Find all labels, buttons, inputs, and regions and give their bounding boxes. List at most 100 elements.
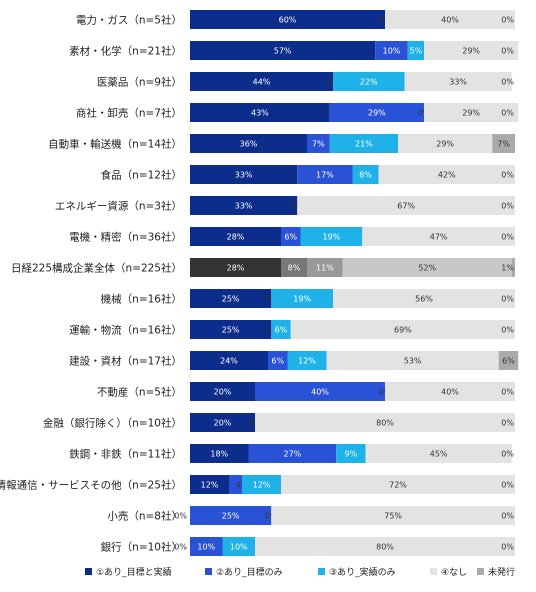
data-label: 0% bbox=[501, 16, 514, 25]
data-label: 6% bbox=[284, 233, 297, 242]
data-label: 6% bbox=[275, 326, 288, 335]
category-label: 銀行（n=10社） bbox=[101, 541, 182, 554]
data-label: 29% bbox=[436, 140, 454, 149]
legend-label: ④なし bbox=[441, 567, 467, 578]
bar-segment bbox=[268, 351, 288, 370]
data-label: 0% bbox=[501, 295, 514, 304]
data-label: 25% bbox=[222, 295, 240, 304]
bar-segment bbox=[297, 196, 515, 215]
legend-label: ③あり_実績のみ bbox=[329, 566, 396, 578]
bar-segment bbox=[190, 41, 376, 60]
category-label: 電力・ガス（n=5社） bbox=[76, 14, 182, 27]
legend-swatch bbox=[477, 568, 484, 575]
data-label: 0% bbox=[174, 543, 187, 552]
category-label: 機械（n=16社） bbox=[101, 293, 182, 306]
data-label: 29% bbox=[462, 109, 480, 118]
legend-swatch bbox=[85, 568, 92, 575]
bar-segment bbox=[333, 289, 515, 308]
bar-segment bbox=[190, 103, 330, 122]
data-label: 8% bbox=[359, 171, 372, 180]
bar-segment bbox=[281, 227, 301, 246]
legend-swatch bbox=[430, 568, 437, 575]
bars-group: 電力・ガス（n=5社） 60% 0% 0% 40% 0% 素材・化学（n=21社） 57% 10… bbox=[0, 10, 519, 556]
data-label: 33% bbox=[449, 78, 467, 87]
data-label: 20% bbox=[214, 419, 232, 428]
data-label: 57% bbox=[274, 47, 292, 56]
data-label: 60% bbox=[279, 16, 297, 25]
category-label: 日経225構成企業全体（n=225社） bbox=[11, 262, 182, 275]
data-label: 0% bbox=[501, 543, 514, 552]
data-label: 0% bbox=[501, 388, 514, 397]
bar-segment bbox=[290, 320, 515, 339]
data-label: 27% bbox=[283, 450, 301, 459]
data-label: 6% bbox=[271, 357, 284, 366]
legend: ①あり_目標と実績 ②あり_目標のみ ③あり_実績のみ ④なし 未発行 bbox=[85, 566, 515, 578]
data-label: 12% bbox=[201, 481, 219, 490]
bar-segment bbox=[255, 382, 385, 401]
bar-segment bbox=[375, 41, 408, 60]
data-label: 0% bbox=[501, 481, 514, 490]
bar-segment bbox=[281, 475, 515, 494]
category-label: 食品（n=12社） bbox=[101, 169, 182, 182]
data-label: 7% bbox=[497, 140, 510, 149]
bar-segment bbox=[329, 134, 398, 153]
bar-segment bbox=[378, 165, 515, 184]
bar-segment bbox=[424, 41, 519, 60]
category-label: 金融（銀行除く）（n=10社） bbox=[43, 417, 182, 430]
bar-segment bbox=[190, 382, 255, 401]
data-label: 45% bbox=[430, 450, 448, 459]
category-label: 小売（n=8社） bbox=[107, 510, 182, 523]
bar-segment bbox=[498, 351, 519, 370]
bar-segment bbox=[297, 165, 353, 184]
data-label: 12% bbox=[298, 357, 316, 366]
bar-segment bbox=[190, 10, 385, 29]
data-label: 6% bbox=[502, 357, 515, 366]
data-label: 29% bbox=[462, 47, 480, 56]
data-label: 40% bbox=[441, 16, 459, 25]
data-label: 10% bbox=[230, 543, 248, 552]
bar-segment bbox=[190, 413, 255, 432]
category-label: エネルギー資源（n=3社） bbox=[55, 200, 182, 213]
data-label: 10% bbox=[197, 543, 215, 552]
bar-segment bbox=[190, 196, 298, 215]
data-label: 17% bbox=[316, 171, 334, 180]
data-label: 29% bbox=[368, 109, 386, 118]
category-label: 不動産（n=5社） bbox=[97, 386, 182, 399]
data-label: 0% bbox=[501, 450, 514, 459]
bar-segment bbox=[255, 537, 515, 556]
data-label: 72% bbox=[389, 481, 407, 490]
bar-segment bbox=[190, 289, 272, 308]
data-label: 0% bbox=[501, 78, 514, 87]
data-label: 19% bbox=[293, 295, 311, 304]
bar-segment bbox=[190, 506, 272, 525]
bar-segment bbox=[362, 227, 515, 246]
category-label: 商社・卸売（n=7社） bbox=[76, 107, 182, 120]
data-label: 18% bbox=[210, 450, 228, 459]
data-label: 80% bbox=[376, 543, 394, 552]
data-label: 44% bbox=[253, 78, 271, 87]
bar-segment bbox=[190, 444, 249, 463]
category-label: 鉄鋼・非鉄（n=11社） bbox=[69, 448, 182, 461]
bar-segment bbox=[287, 351, 327, 370]
bar-segment bbox=[190, 227, 281, 246]
bar-segment bbox=[229, 475, 242, 494]
bar-segment bbox=[190, 72, 333, 91]
data-label: 24% bbox=[220, 357, 238, 366]
category-label: 素材・化学（n=21社） bbox=[69, 45, 182, 58]
category-label: 建設・資材（n=17社） bbox=[69, 355, 182, 368]
bar-segment bbox=[333, 72, 405, 91]
data-label: 1% bbox=[501, 264, 514, 273]
data-label: 40% bbox=[311, 388, 329, 397]
bar-segment bbox=[271, 289, 333, 308]
data-label: 21% bbox=[355, 140, 373, 149]
category-label: 運輸・物流（n=16社） bbox=[69, 324, 182, 337]
data-label: 28% bbox=[227, 264, 245, 273]
category-label: 電機・精密（n=36社） bbox=[69, 231, 182, 244]
data-label: 20% bbox=[214, 388, 232, 397]
bar-segment bbox=[255, 413, 515, 432]
data-label: 11% bbox=[316, 264, 334, 273]
data-label: 52% bbox=[418, 264, 436, 273]
bar-segment bbox=[398, 134, 493, 153]
bar-segment bbox=[511, 258, 515, 277]
